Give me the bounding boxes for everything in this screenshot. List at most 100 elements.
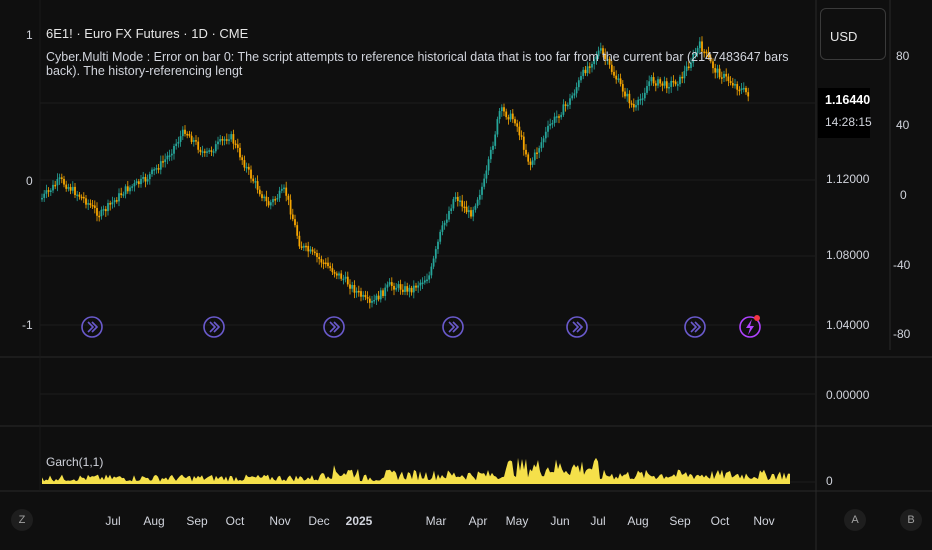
candle-body [423, 280, 426, 283]
time-axis-label: 2025 [345, 514, 373, 528]
candle-body [320, 259, 323, 263]
candle-body [111, 202, 114, 205]
candle-body [388, 282, 391, 285]
candle-body [298, 235, 301, 247]
candle-body [230, 134, 233, 140]
zoom-button[interactable]: Z [11, 509, 33, 531]
candle-body [43, 193, 46, 198]
candle-body [74, 186, 76, 196]
last-price-tag: 1.16440 14:28:15 [818, 88, 872, 138]
garch-area [42, 457, 790, 484]
signal-icon [81, 316, 103, 338]
candle-body [190, 135, 193, 142]
candle-body [170, 153, 173, 156]
candle-body [509, 113, 512, 120]
candle-body [478, 194, 481, 200]
candle-body [584, 69, 587, 74]
candle-body [122, 194, 125, 196]
candle-body [577, 80, 580, 88]
time-axis-label: Jul [590, 514, 606, 528]
garch-label[interactable]: Garch(1,1) [46, 455, 104, 469]
candle-body [41, 197, 43, 200]
candle-body [197, 141, 200, 150]
candle-body [406, 286, 409, 292]
candle-body [540, 142, 543, 149]
candle-body [606, 59, 609, 61]
currency-label: USD [830, 29, 858, 44]
candle-body [203, 151, 206, 153]
candle-body [91, 205, 94, 207]
candle-body [390, 282, 393, 286]
candle-body [595, 56, 598, 60]
candle-body [485, 170, 488, 179]
candle-body [47, 190, 50, 192]
candle-body [723, 73, 725, 78]
candle-body [67, 187, 70, 189]
candle-body [571, 95, 574, 99]
auto-scale-button[interactable]: A [844, 509, 866, 531]
candle-body [608, 59, 611, 65]
candle-body [52, 184, 54, 191]
candle-body [153, 169, 156, 171]
candle-body [324, 262, 327, 265]
candle-body [245, 166, 248, 169]
right-axis-label: 0 [900, 188, 907, 202]
time-axis-label: Mar [425, 514, 447, 528]
candle-body [49, 190, 52, 192]
candle-body [621, 84, 624, 92]
candle-body [558, 116, 560, 118]
candle-body [681, 76, 684, 79]
chart-title[interactable]: 6E1! · Euro FX Futures · 1D · CME [46, 26, 249, 41]
currency-selector[interactable]: USD [820, 8, 886, 60]
candle-body [659, 79, 662, 84]
candle-body [582, 69, 585, 77]
candle-body [443, 222, 446, 226]
scale-mode-button[interactable]: B [900, 509, 922, 531]
candle-body [113, 200, 116, 203]
candle-body [302, 245, 305, 248]
candle-body [674, 81, 677, 85]
candle-body [338, 273, 340, 276]
candle-body [335, 273, 338, 276]
candle-body [529, 161, 532, 165]
candle-body [144, 176, 147, 182]
candle-body [217, 141, 219, 145]
garch-series [42, 457, 790, 484]
candle-body [294, 219, 296, 226]
candle-body [588, 66, 591, 68]
candle-body [641, 98, 644, 100]
price-candles [41, 36, 750, 309]
candle-body [562, 104, 565, 115]
candle-body [498, 111, 501, 120]
candle-body [610, 64, 613, 72]
candle-body [494, 134, 497, 146]
time-axis-label: Aug [627, 514, 649, 528]
candle-body [71, 186, 74, 191]
candle-body [397, 284, 400, 288]
candle-body [333, 272, 336, 274]
candle-body [492, 145, 494, 150]
candle-body [261, 194, 263, 199]
candle-body [393, 285, 395, 290]
candle-body [720, 77, 723, 79]
candle-body [452, 199, 455, 209]
candle-body [377, 295, 380, 300]
candle-body [291, 214, 294, 220]
candle-body [131, 186, 134, 188]
candle-body [287, 195, 290, 200]
middle-pane-value: 0.00000 [826, 388, 870, 402]
candle-body [470, 210, 472, 217]
candle-body [439, 231, 442, 242]
candle-body [362, 294, 365, 297]
candle-body [496, 119, 499, 135]
candle-body [489, 149, 492, 160]
candle-body [386, 284, 389, 288]
candle-body [364, 294, 367, 298]
candle-body [450, 208, 453, 212]
candle-body [210, 150, 213, 152]
candle-body [285, 187, 288, 196]
candle-body [736, 84, 739, 90]
candle-body [465, 206, 468, 213]
candle-body [157, 168, 160, 170]
